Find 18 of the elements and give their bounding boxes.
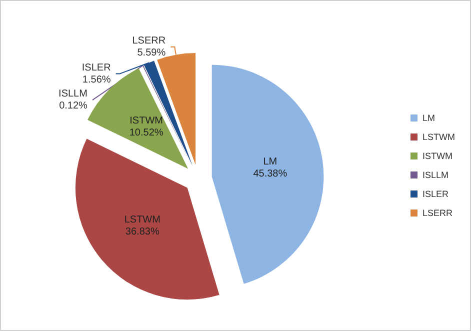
legend-label: ISTWM <box>422 151 452 161</box>
legend-label: LSERR <box>422 208 454 218</box>
slice-label: ISLLM <box>58 88 88 100</box>
data-label: 10.52% <box>129 128 164 139</box>
data-label: 36.83% <box>125 226 160 238</box>
slice-label: LSTWM <box>124 214 160 226</box>
slice-label: ISTWM <box>130 116 163 127</box>
legend-label: ISLLM <box>422 170 449 180</box>
slice-label: LSERR <box>132 35 166 46</box>
legend-label: LSTWM <box>422 132 455 142</box>
data-label: 1.56% <box>82 74 111 86</box>
slice-label: LM <box>263 156 278 168</box>
data-label: 45.38% <box>253 168 288 180</box>
legend-label: ISLER <box>422 189 450 199</box>
data-label: 5.59% <box>137 47 166 58</box>
legend-label: LM <box>422 113 436 123</box>
data-label: 0.12% <box>59 100 88 112</box>
slice-label: ISLER <box>82 62 111 74</box>
